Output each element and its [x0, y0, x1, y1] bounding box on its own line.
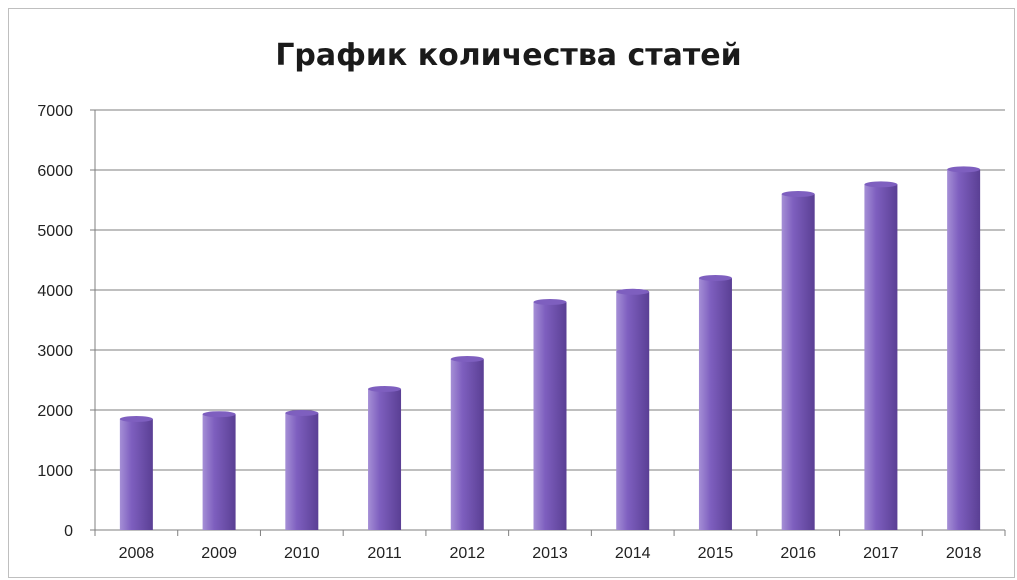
bar-top	[533, 299, 567, 305]
bar	[533, 302, 567, 530]
y-tick-label: 5000	[37, 223, 73, 240]
bar-top	[285, 410, 319, 416]
x-tick-label: 2016	[780, 545, 816, 562]
bar	[202, 414, 236, 530]
x-tick-label: 2014	[615, 545, 651, 562]
chart-title: График количества статей	[275, 38, 742, 73]
x-tick-label: 2008	[119, 545, 155, 562]
x-tick-label: 2012	[449, 545, 485, 562]
y-tick-label: 1000	[37, 463, 73, 480]
x-tick-label: 2011	[367, 545, 402, 562]
bar	[285, 413, 319, 530]
y-tick-label: 6000	[37, 163, 73, 180]
x-tick-label: 2010	[284, 545, 320, 562]
bar-top	[119, 416, 153, 422]
bar-top	[450, 356, 484, 362]
bar-top	[202, 411, 236, 418]
bar	[616, 291, 650, 530]
bar	[947, 169, 981, 530]
x-tick-label: 2017	[863, 545, 899, 562]
y-tick-label: 4000	[37, 283, 73, 300]
bar-top	[781, 191, 815, 197]
bar	[864, 184, 898, 530]
bar	[119, 419, 153, 530]
bar	[450, 359, 484, 530]
bar	[781, 194, 815, 530]
bar-top	[864, 181, 898, 188]
x-tick-label: 2015	[698, 545, 734, 562]
bar	[698, 278, 732, 530]
y-tick-label: 0	[64, 523, 73, 540]
y-tick-labels: 0 1000 2000 3000 4000 5000 6000 7000	[37, 103, 73, 540]
y-tick-label: 2000	[37, 403, 73, 420]
x-tick-labels: 2008 2009 2010 2011 2012 2013 2014 2015 2016 2017…	[119, 545, 982, 562]
bar-top	[698, 275, 732, 281]
y-tick-label: 3000	[37, 343, 73, 360]
bar-top	[947, 166, 981, 173]
y-tick-label: 7000	[37, 103, 73, 120]
chart-frame	[8, 8, 1015, 578]
x-tick-label: 2009	[201, 545, 237, 562]
bar-top	[368, 386, 402, 392]
bars	[119, 166, 981, 530]
bar-top	[616, 288, 650, 295]
x-tick-label: 2013	[532, 545, 568, 562]
bar	[368, 389, 402, 530]
x-tick-label: 2018	[946, 545, 982, 562]
